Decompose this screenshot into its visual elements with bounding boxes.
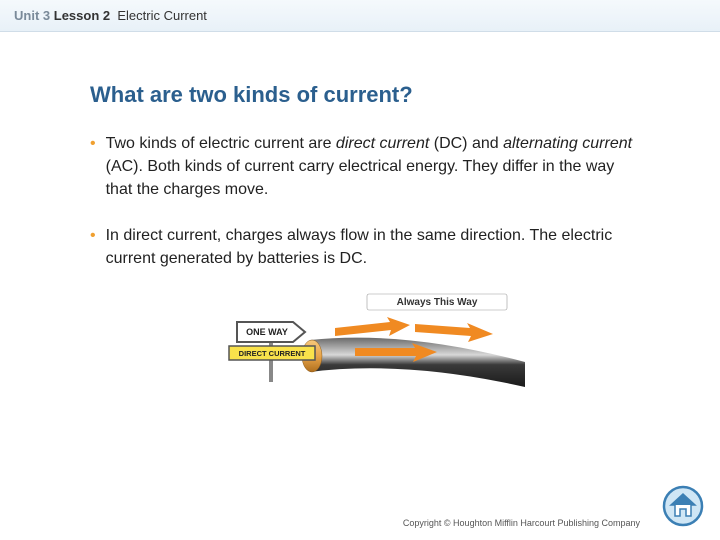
home-icon xyxy=(662,485,704,527)
one-way-sign: ONE WAY xyxy=(237,322,305,342)
lesson-topic: Electric Current xyxy=(117,8,207,23)
body-text: In direct current, charges always flow i… xyxy=(106,227,613,267)
svg-text:ONE WAY: ONE WAY xyxy=(246,327,288,337)
lesson-label: Lesson 2 xyxy=(54,8,110,23)
bullet-item: • Two kinds of electric current are dire… xyxy=(90,132,640,202)
slide-title: What are two kinds of current? xyxy=(90,82,640,108)
svg-text:DIRECT CURRENT: DIRECT CURRENT xyxy=(239,349,306,358)
banner-text: Always This Way xyxy=(397,297,478,308)
body-text: (AC). Both kinds of current carry electr… xyxy=(106,158,615,198)
direct-current-figure: Always This Way xyxy=(90,292,640,387)
direct-current-sign: DIRECT CURRENT xyxy=(229,346,315,360)
home-button[interactable] xyxy=(662,485,704,532)
bullet-marker: • xyxy=(90,224,96,247)
unit-label: Unit 3 xyxy=(14,8,50,23)
lesson-header: Unit 3 Lesson 2 Electric Current xyxy=(0,0,720,32)
bullet-marker: • xyxy=(90,132,96,155)
slide-content: What are two kinds of current? • Two kin… xyxy=(0,32,720,387)
bullet-text: Two kinds of electric current are direct… xyxy=(106,132,640,202)
body-text: (DC) and xyxy=(429,135,503,152)
bullet-text: In direct current, charges always flow i… xyxy=(106,224,640,270)
body-text: Two kinds of electric current are xyxy=(106,135,336,152)
dc-cable-illustration: Always This Way xyxy=(205,292,525,387)
bullet-item: • In direct current, charges always flow… xyxy=(90,224,640,270)
italic-term: alternating current xyxy=(503,135,632,152)
italic-term: direct current xyxy=(336,135,429,152)
copyright-text: Copyright © Houghton Mifflin Harcourt Pu… xyxy=(403,518,640,528)
